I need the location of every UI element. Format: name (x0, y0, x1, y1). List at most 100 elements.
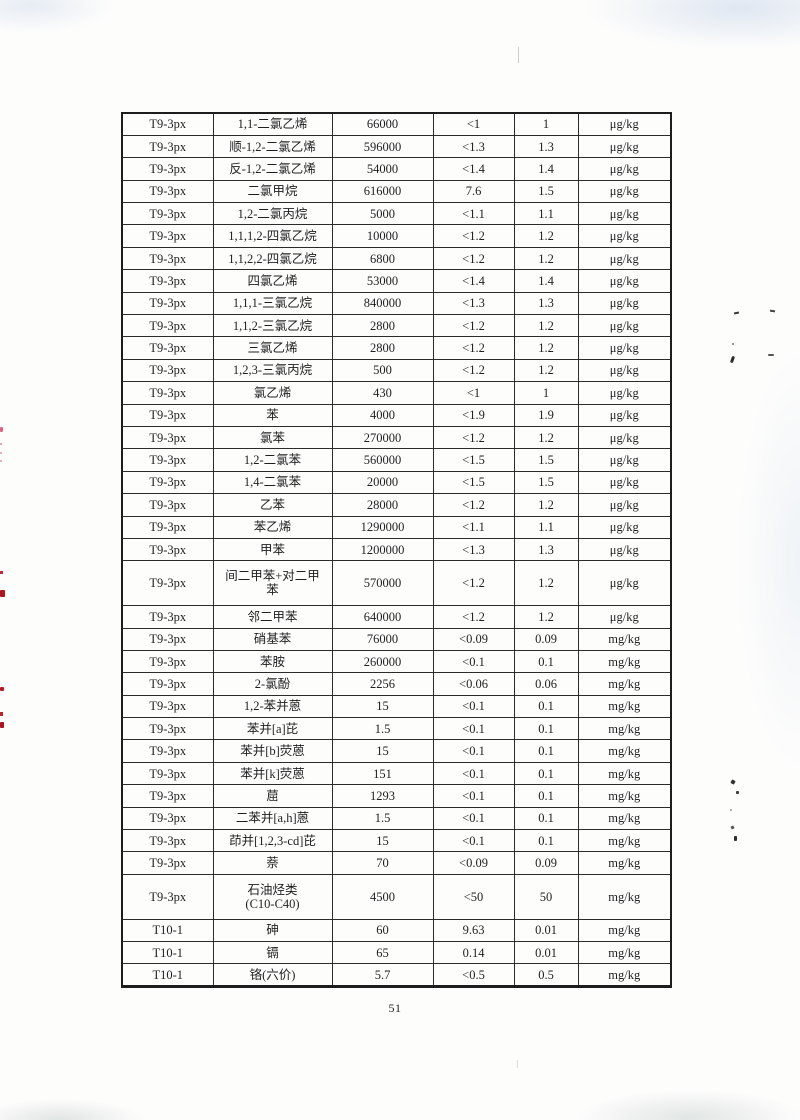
screening-value-cell: 640000 (331, 605, 434, 629)
unit-cell: μg/kg (577, 202, 672, 226)
result-cell: <1.2 (432, 358, 515, 383)
detection-limit-cell: 1.2 (513, 224, 579, 248)
sample-id-cell: T9-3px (121, 381, 214, 405)
screening-value-cell: 1200000 (331, 537, 434, 562)
table-row: T9-3px 1,2-苯并蒽 15 <0.1 0.1 mg/kg (121, 694, 672, 719)
screening-value-cell: 560000 (331, 448, 434, 472)
analyte-cell: 1,1,2-三氯乙烷 (212, 314, 333, 338)
table-row: T9-3px 1,1,1,2-四氯乙烷 10000 <1.2 1.2 μg/kg (121, 224, 672, 248)
screening-value-cell: 430 (331, 381, 434, 405)
screening-value-cell: 66000 (331, 112, 434, 136)
red-ink-mark (0, 427, 3, 432)
result-cell: <1.2 (432, 246, 515, 271)
detection-limit-cell: 1.4 (513, 269, 579, 293)
red-ink-mark (0, 590, 5, 597)
screening-value-cell: 28000 (331, 493, 434, 517)
analyte-cell: 反-1,2-二氯乙烯 (212, 157, 333, 181)
scan-line-artifact (517, 1060, 518, 1068)
result-cell: <0.09 (432, 851, 515, 875)
unit-cell: μg/kg (577, 515, 672, 539)
table-row: T9-3px 1,2,3-三氯丙烷 500 <1.2 1.2 μg/kg (121, 358, 672, 383)
sample-id-cell: T9-3px (121, 470, 214, 495)
detection-limit-cell: 0.01 (513, 918, 579, 942)
detection-limit-cell: 1.3 (513, 134, 579, 159)
analyte-cell: 甲苯 (212, 537, 333, 562)
table-row: T9-3px 1,2-二氯丙烷 5000 <1.1 1.1 μg/kg (121, 202, 672, 226)
table-row: T9-3px 邻二甲苯 640000 <1.2 1.2 μg/kg (121, 605, 672, 629)
unit-cell: mg/kg (577, 829, 672, 853)
unit-cell: mg/kg (577, 694, 672, 719)
result-cell: <0.09 (432, 627, 515, 651)
screening-value-cell: 15 (331, 694, 434, 719)
analyte-cell: 镉 (212, 940, 333, 965)
sample-id-cell: T9-3px (121, 515, 214, 539)
detection-limit-cell: 0.01 (513, 940, 579, 965)
table-row: T10-1 铬(六价) 5.7 <0.5 0.5 mg/kg (121, 963, 672, 987)
detection-limit-cell: 1.2 (513, 314, 579, 338)
sample-id-cell: T9-3px (121, 605, 214, 629)
analyte-cell: 苯胺 (212, 649, 333, 674)
table-row: T9-3px 苯并[a]芘 1.5 <0.1 0.1 mg/kg (121, 717, 672, 741)
result-cell: <50 (432, 873, 515, 920)
unit-cell: μg/kg (577, 179, 672, 204)
detection-limit-cell: 0.09 (513, 851, 579, 875)
screening-value-cell: 1293 (331, 784, 434, 808)
sample-id-cell: T9-3px (121, 627, 214, 651)
analyte-cell: 苯并[a]芘 (212, 717, 333, 741)
result-cell: <1 (432, 381, 515, 405)
analyte-cell: 三氯乙烯 (212, 336, 333, 360)
analyte-cell: 苯并[k]荧蒽 (212, 761, 333, 786)
screening-value-cell: 2800 (331, 336, 434, 360)
unit-cell: mg/kg (577, 851, 672, 875)
table-row: T9-3px 四氯乙烯 53000 <1.4 1.4 μg/kg (121, 269, 672, 293)
sample-id-cell: T9-3px (121, 291, 214, 316)
analyte-cell: 䓛 (212, 784, 333, 808)
screening-value-cell: 15 (331, 739, 434, 763)
result-cell: <1.3 (432, 537, 515, 562)
table-row: T9-3px 氯乙烯 430 <1 1 μg/kg (121, 381, 672, 405)
detection-limit-cell: 0.06 (513, 672, 579, 696)
unit-cell: mg/kg (577, 739, 672, 763)
table-row: T10-1 镉 65 0.14 0.01 mg/kg (121, 940, 672, 965)
table-row: T9-3px 乙苯 28000 <1.2 1.2 μg/kg (121, 493, 672, 517)
detection-limit-cell: 1.2 (513, 493, 579, 517)
screening-value-cell: 60 (331, 918, 434, 942)
analyte-cell: 茚并[1,2,3-cd]芘 (212, 829, 333, 853)
analyte-cell: 2-氯酚 (212, 672, 333, 696)
unit-cell: mg/kg (577, 649, 672, 674)
result-cell: <0.1 (432, 806, 515, 831)
unit-cell: mg/kg (577, 672, 672, 696)
analyte-cell: 石油烃类 (C10-C40) (212, 873, 333, 920)
screening-value-cell: 616000 (331, 179, 434, 204)
table-row: T10-1 砷 60 9.63 0.01 mg/kg (121, 918, 672, 942)
analyte-cell: 乙苯 (212, 493, 333, 517)
result-cell: <1.5 (432, 448, 515, 472)
sample-id-cell: T9-3px (121, 694, 214, 719)
detection-limit-cell: 1.5 (513, 179, 579, 204)
results-table: T9-3px 1,1-二氯乙烯 66000 <1 1 μg/kg T9-3px 顺-1,2-二… (121, 112, 672, 988)
sample-id-cell: T9-3px (121, 829, 214, 853)
analyte-cell: 铬(六价) (212, 963, 333, 987)
analyte-cell: 氯苯 (212, 425, 333, 450)
red-ink-mark (0, 722, 4, 728)
table-row: T9-3px 2-氯酚 2256 <0.06 0.06 mg/kg (121, 672, 672, 696)
unit-cell: μg/kg (577, 560, 672, 607)
result-cell: <1.4 (432, 269, 515, 293)
result-cell: <0.1 (432, 739, 515, 763)
scan-speck (768, 354, 774, 356)
detection-limit-cell: 1.2 (513, 336, 579, 360)
unit-cell: mg/kg (577, 940, 672, 965)
analyte-cell: 1,1,2,2-四氯乙烷 (212, 246, 333, 271)
screening-value-cell: 20000 (331, 470, 434, 495)
sample-id-cell: T9-3px (121, 336, 214, 360)
detection-limit-cell: 1.2 (513, 425, 579, 450)
detection-limit-cell: 0.1 (513, 829, 579, 853)
result-cell: <0.1 (432, 829, 515, 853)
screening-value-cell: 1.5 (331, 717, 434, 741)
red-ink-mark (0, 712, 3, 716)
unit-cell: mg/kg (577, 963, 672, 987)
result-cell: <1.1 (432, 202, 515, 226)
screening-value-cell: 76000 (331, 627, 434, 651)
screening-value-cell: 151 (331, 761, 434, 786)
